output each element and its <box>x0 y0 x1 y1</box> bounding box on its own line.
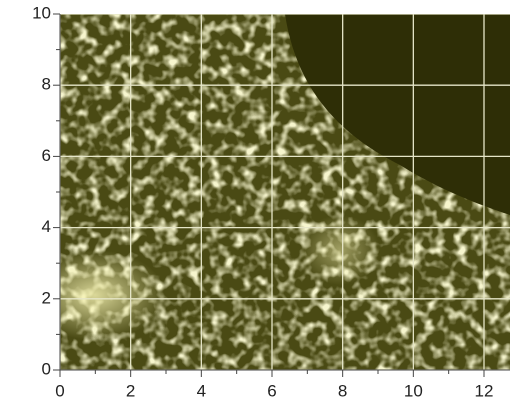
x-tick-label: 6 <box>267 381 276 400</box>
axes: 0 2 4 6 8 10 12 0 2 4 6 8 10 <box>32 3 510 400</box>
y-tick-label: 4 <box>42 217 51 236</box>
x-tick-label: 0 <box>55 381 64 400</box>
x-tick-label: 10 <box>404 381 423 400</box>
y-tick-label: 10 <box>32 3 51 22</box>
dark-region <box>285 14 510 215</box>
x-tick-label: 12 <box>475 381 494 400</box>
x-tick-label: 4 <box>197 381 206 400</box>
bright-region <box>300 215 380 285</box>
plot-area <box>60 14 510 370</box>
y-tick-label: 2 <box>42 288 51 307</box>
x-tick-label: 2 <box>126 381 135 400</box>
x-tick-label: 8 <box>338 381 347 400</box>
y-tick-label: 8 <box>42 75 51 94</box>
bright-region <box>60 250 165 340</box>
y-tick-label: 6 <box>42 146 51 165</box>
y-tick-label: 0 <box>42 359 51 378</box>
